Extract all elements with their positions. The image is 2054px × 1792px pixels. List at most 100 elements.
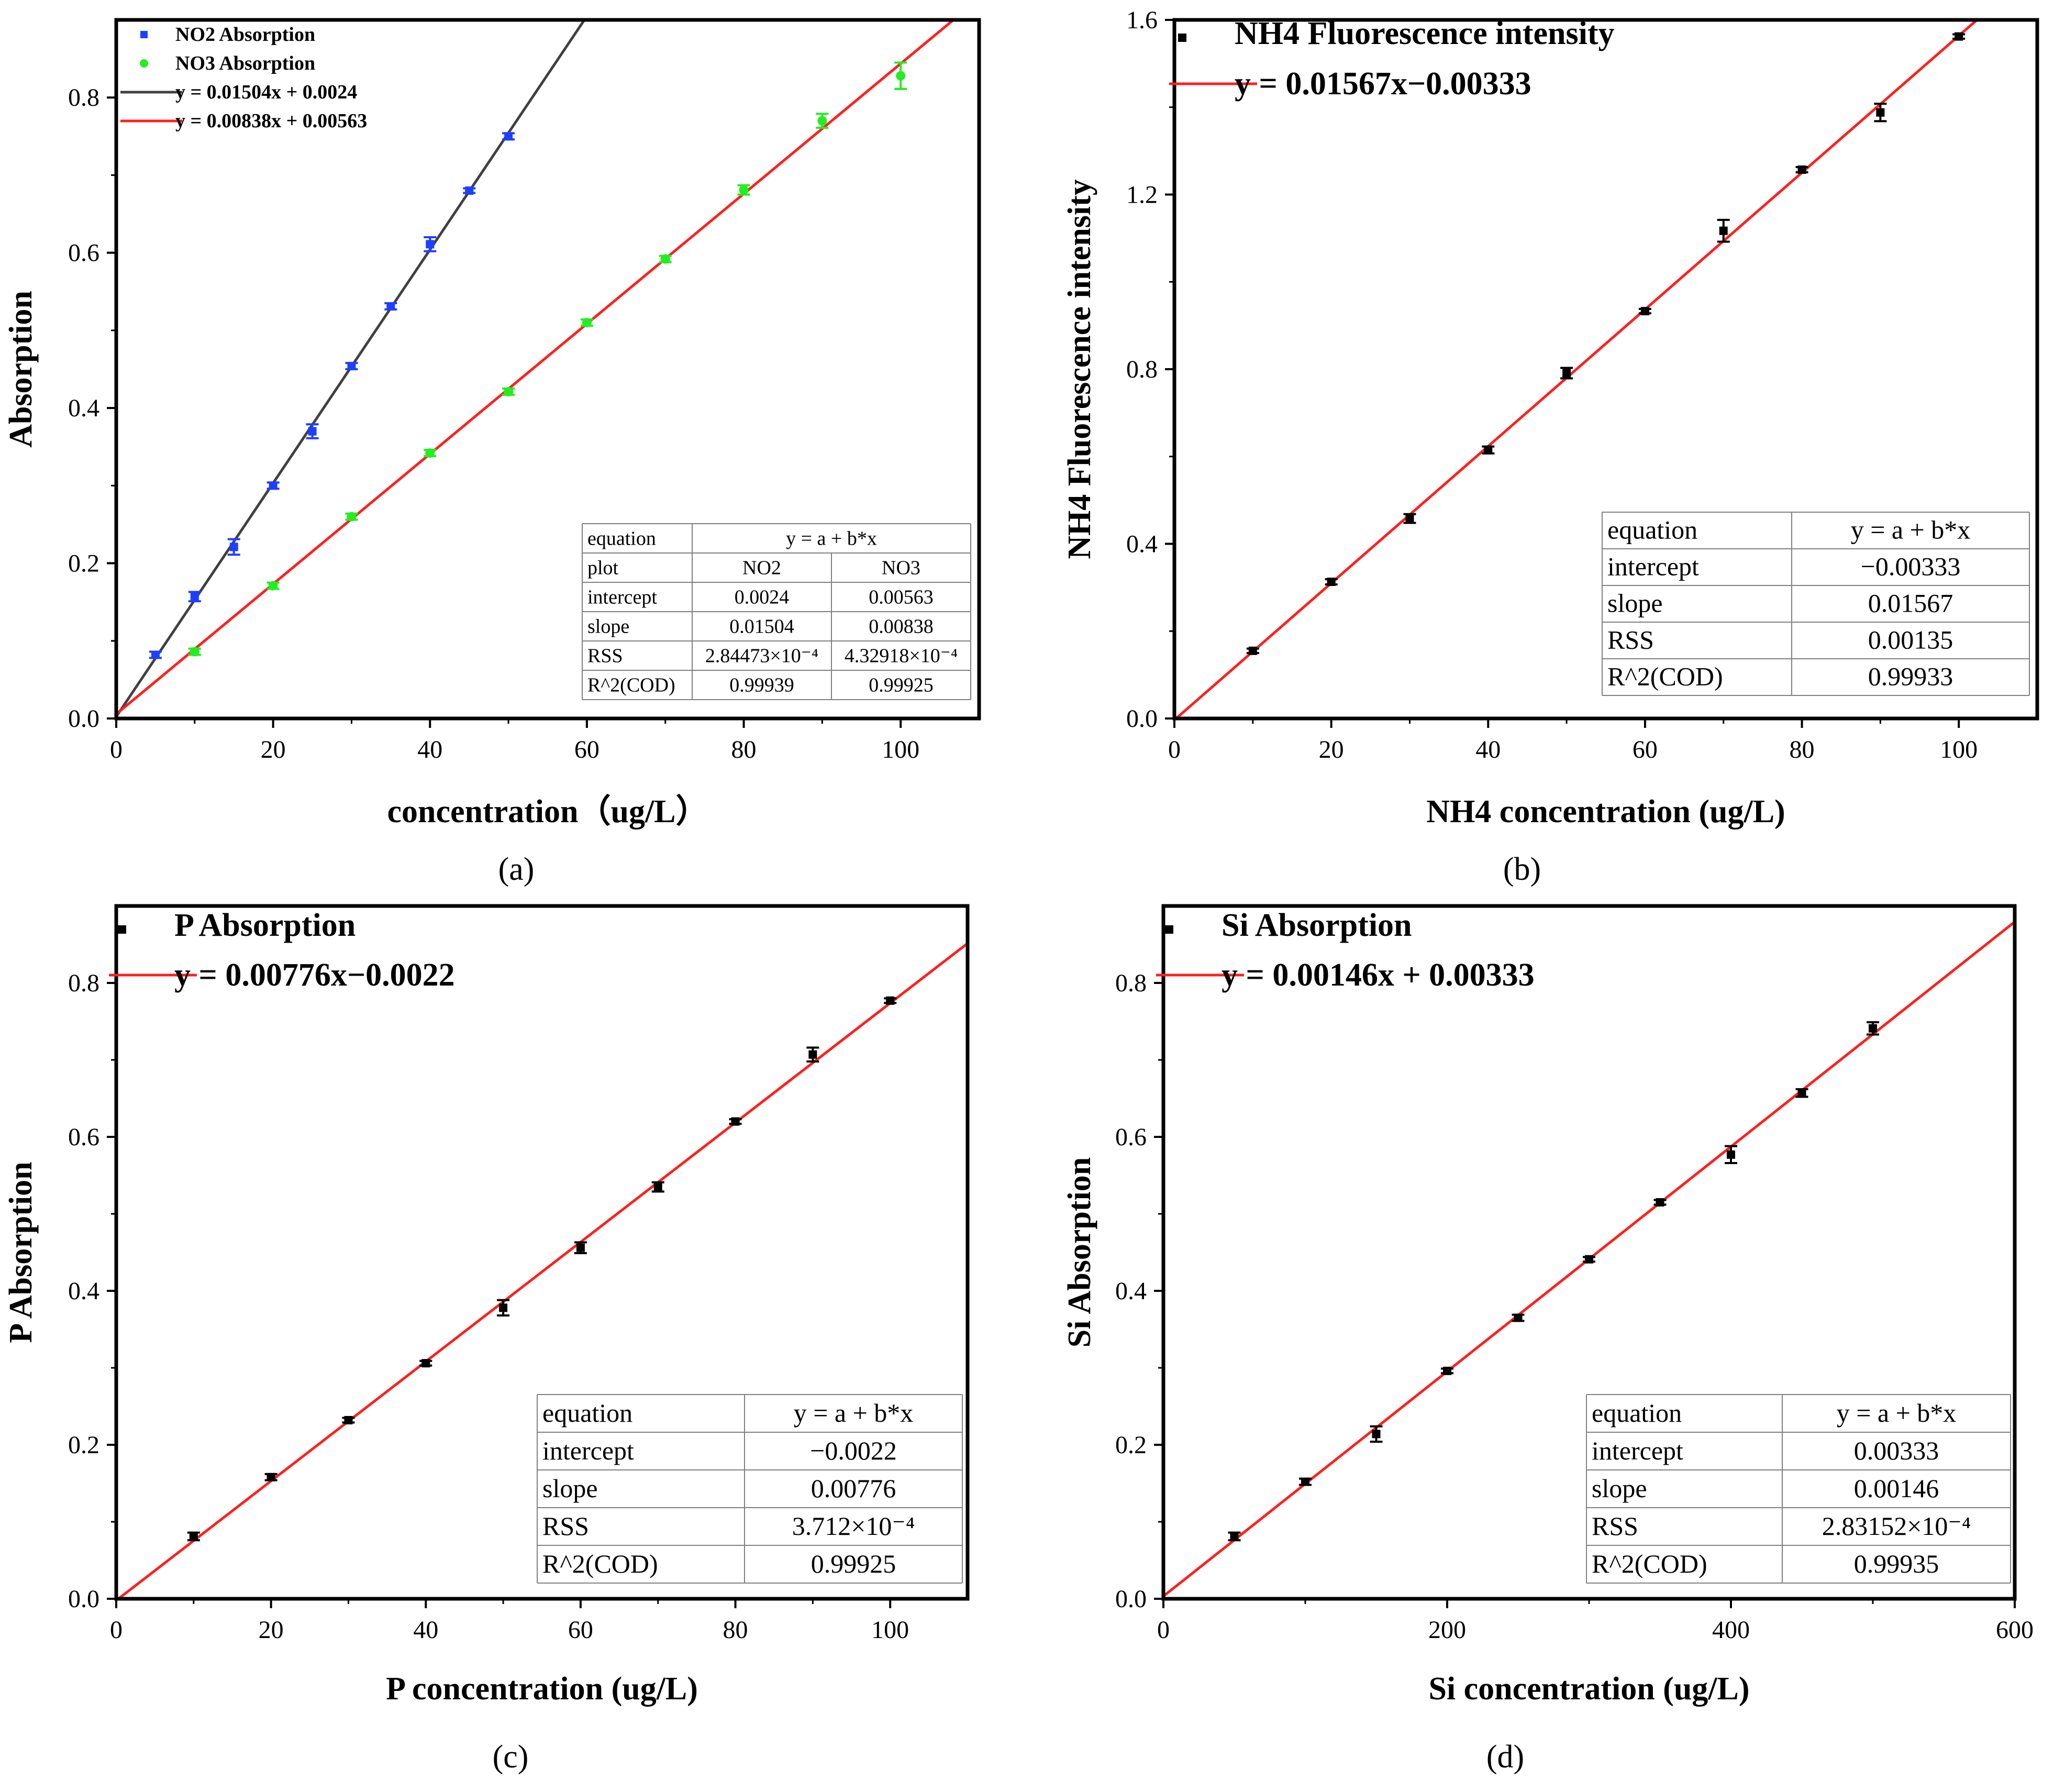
- point-marker: [582, 318, 592, 328]
- chart-panel-b: 0 20 40 60 80 100 0.0 0.4 0.8 1.2 1.6 NH4 Fluoresce…: [1062, 6, 2039, 887]
- point-marker: [1327, 578, 1336, 587]
- legend-item: Si Absorption: [1165, 908, 1412, 943]
- table-cell: plot: [587, 557, 619, 579]
- data-point: [1370, 1425, 1383, 1443]
- x-tick-label: 600: [1996, 1616, 2034, 1644]
- chart-panel-d: 0 200 400 600 0.0 0.2 0.4 0.6 0.8 Si Absorption y …: [1062, 904, 2034, 1775]
- y-tick-label: 0.4: [68, 1277, 99, 1305]
- point-marker: [1230, 1532, 1239, 1541]
- y-tick-label: 1.2: [1126, 181, 1158, 209]
- data-point: [1717, 218, 1730, 243]
- table-cell: R^2(COD): [1592, 1549, 1707, 1578]
- legend-marker: [118, 925, 126, 934]
- data-point: [188, 591, 201, 603]
- table-cell: slope: [587, 615, 629, 637]
- point-marker: [731, 1117, 740, 1126]
- legend-item: NO3 Absorption: [140, 52, 315, 74]
- table-cell: 0.00146: [1854, 1474, 1939, 1503]
- data-point: [463, 186, 476, 195]
- table-cell: 0.00135: [1868, 625, 1953, 654]
- data-point: [884, 996, 897, 1005]
- data-point: [659, 254, 672, 264]
- fit-table: equation y = a + b*x intercept 0.00333 slope…: [1586, 1394, 2011, 1584]
- data-point: [345, 362, 358, 371]
- table-cell: 0.99935: [1854, 1549, 1939, 1578]
- table-cell: 4.32918×10⁻⁴: [845, 645, 958, 667]
- point-marker: [267, 1473, 275, 1481]
- table-cell: 3.712×10⁻⁴: [792, 1511, 915, 1541]
- x-tick-label: 0: [1157, 1616, 1170, 1644]
- point-marker: [1797, 1089, 1806, 1098]
- table-cell: 0.0024: [735, 586, 790, 608]
- point-marker: [1797, 165, 1806, 174]
- data-point: [424, 448, 437, 458]
- legend-item: y = 0.00838x + 0.00563: [120, 110, 367, 132]
- table-cell: 2.84473×10⁻⁴: [705, 645, 818, 667]
- point-marker: [1372, 1430, 1381, 1439]
- point-marker: [576, 1243, 585, 1252]
- x-tick-label: 0: [1168, 736, 1181, 764]
- point-marker: [1656, 1198, 1664, 1207]
- data-point: [345, 512, 358, 522]
- y-tick-label: 0.6: [1115, 1123, 1147, 1151]
- x-tick-label: 0: [110, 1616, 123, 1644]
- legend-label: y = 0.01567x−0.00333: [1235, 66, 1531, 102]
- point-marker: [499, 1303, 508, 1312]
- y-tick-label: 0.8: [1126, 356, 1158, 383]
- table-cell: 2.83152×10⁻⁴: [1822, 1511, 1971, 1541]
- y-tick-label: 0.6: [68, 239, 99, 267]
- point-marker: [189, 1532, 198, 1541]
- data-point: [1725, 1145, 1737, 1164]
- x-axis-title: Si concentration (ug/L): [1428, 1671, 1749, 1707]
- data-point: [424, 236, 437, 252]
- y-tick-label: 0.0: [1126, 705, 1158, 733]
- table-cell: 0.00776: [811, 1474, 896, 1503]
- table-cell: R^2(COD): [587, 674, 675, 696]
- data-point: [1795, 1088, 1808, 1098]
- table-cell: slope: [1592, 1474, 1647, 1503]
- data-point: [1867, 1021, 1879, 1036]
- y-axis-title: Absorption: [3, 291, 39, 448]
- point-marker: [1727, 1150, 1735, 1159]
- table-cell: −0.0022: [810, 1436, 897, 1465]
- point-marker: [190, 592, 199, 601]
- point-marker: [269, 481, 277, 490]
- point-marker: [268, 581, 278, 591]
- legend-label: P Absorption: [174, 908, 356, 943]
- plot-frame: [114, 904, 970, 1601]
- data-point: [806, 1046, 819, 1063]
- point-marker: [653, 1182, 662, 1191]
- data-point: [1512, 1313, 1525, 1322]
- y-tick-label: 0.4: [1115, 1277, 1147, 1305]
- data-point: [227, 538, 240, 556]
- x-tick-label: 80: [723, 1616, 748, 1644]
- point-marker: [1301, 1477, 1309, 1486]
- data-point: [737, 184, 750, 196]
- y-tick-label: 0.2: [1115, 1431, 1147, 1459]
- legend-label: y = 0.00838x + 0.00563: [175, 110, 367, 132]
- table-cell: 0.01567: [1868, 588, 1953, 617]
- legend-marker: [140, 59, 148, 68]
- legend-item: y = 0.00776x−0.0022: [109, 957, 455, 993]
- table-cell: 0.00563: [869, 586, 934, 608]
- y-tick-label: 0.4: [68, 394, 99, 422]
- legend-item: y = 0.01567x−0.00333: [1169, 66, 1531, 102]
- plot-frame: [1161, 904, 2017, 1601]
- table-cell: R^2(COD): [542, 1549, 658, 1578]
- table-cell: equation: [587, 527, 656, 549]
- legend-marker: [140, 31, 148, 38]
- table-cell: RSS: [1607, 625, 1654, 654]
- point-marker: [425, 448, 435, 458]
- data-point: [729, 1117, 742, 1126]
- point-marker: [229, 543, 238, 551]
- fit-table: equation y = a + b*x plot NO2 NO3 intercept 0.…: [582, 523, 971, 700]
- point-marker: [1876, 108, 1885, 117]
- legend-label: NH4 Fluorescence intensity: [1235, 16, 1615, 51]
- y-tick-label: 0.8: [68, 84, 99, 112]
- table-cell: 0.99933: [1868, 661, 1953, 691]
- legend-item: y = 0.01504x + 0.0024: [120, 81, 357, 103]
- x-tick-label: 60: [1633, 736, 1658, 764]
- data-point: [1482, 445, 1495, 455]
- point-marker: [190, 647, 199, 657]
- x-tick-label: 100: [882, 736, 919, 764]
